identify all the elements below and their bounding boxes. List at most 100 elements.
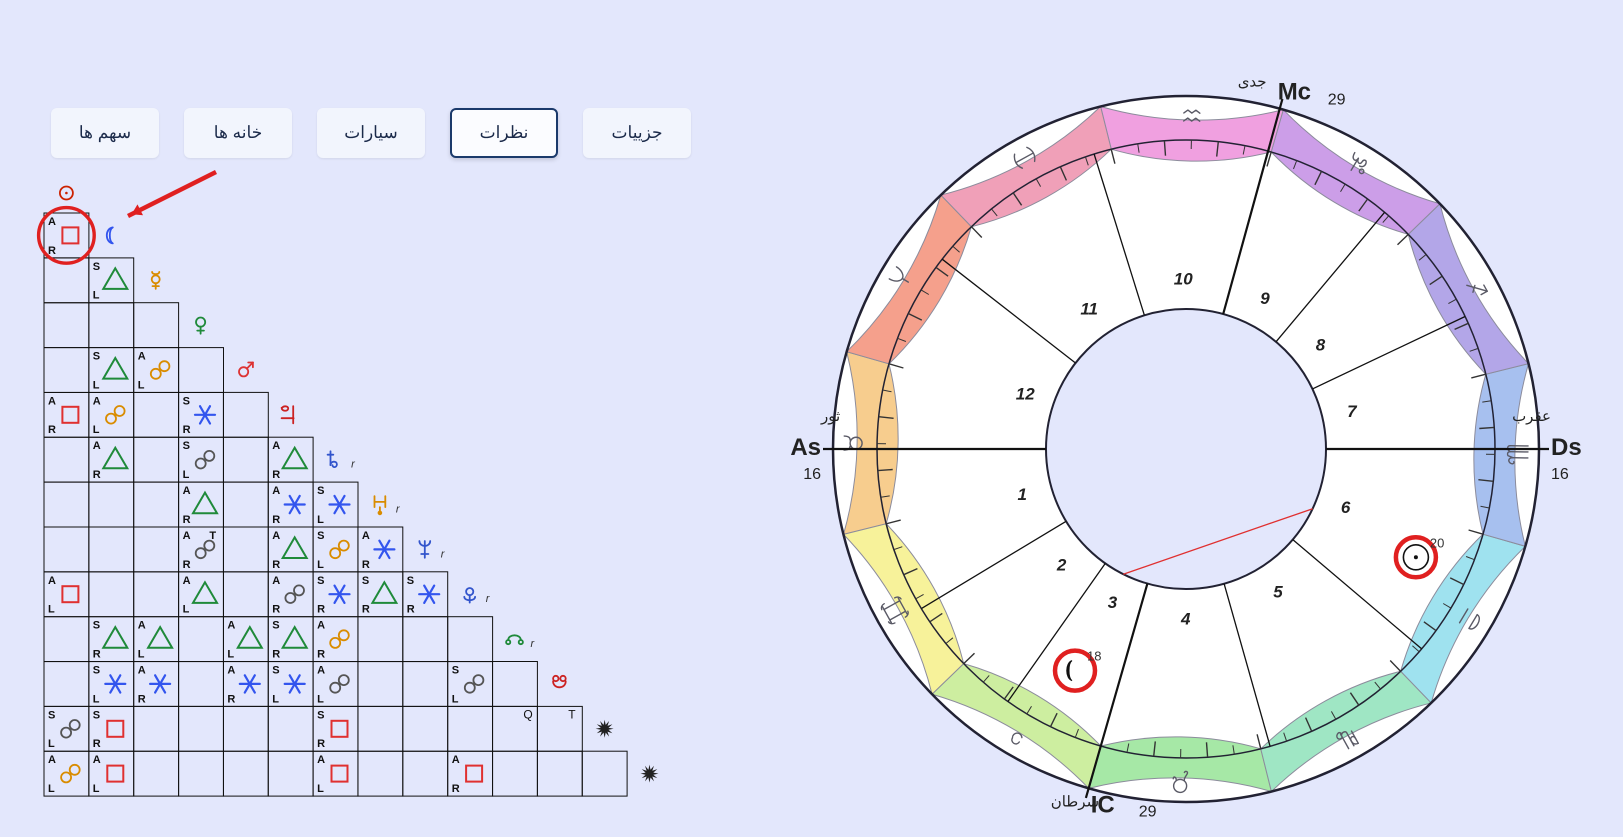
svg-text:R: R	[272, 559, 280, 571]
svg-text:4: 4	[1180, 610, 1191, 629]
svg-text:L: L	[48, 783, 55, 795]
svg-text:S: S	[93, 351, 100, 363]
svg-text:A: A	[272, 440, 280, 452]
svg-text:A: A	[183, 575, 191, 587]
svg-text:R: R	[317, 738, 325, 750]
svg-text:S: S	[272, 665, 279, 677]
svg-text:r: r	[351, 459, 356, 471]
svg-text:ثور: ثور	[820, 408, 840, 425]
svg-text:L: L	[48, 738, 55, 750]
svg-text:T: T	[568, 707, 576, 721]
svg-text:R: R	[183, 559, 191, 571]
svg-text:A: A	[93, 440, 101, 452]
svg-text:R: R	[317, 604, 325, 616]
svg-text:A: A	[138, 620, 146, 632]
svg-text:r: r	[486, 593, 491, 605]
svg-text:S: S	[317, 530, 324, 542]
svg-text:A: A	[48, 216, 56, 228]
svg-text:L: L	[452, 693, 459, 705]
svg-text:r: r	[531, 638, 536, 650]
svg-text:1: 1	[1017, 485, 1026, 504]
svg-text:S: S	[452, 665, 459, 677]
svg-text:29: 29	[1328, 92, 1346, 109]
svg-text:Ds: Ds	[1551, 434, 1582, 461]
svg-text:R: R	[317, 649, 325, 661]
svg-text:R: R	[362, 559, 370, 571]
svg-text:L: L	[272, 693, 279, 705]
svg-text:R: R	[183, 424, 191, 436]
svg-text:L: L	[317, 559, 324, 571]
svg-text:R: R	[183, 514, 191, 526]
svg-text:A: A	[227, 620, 235, 632]
svg-text:A: A	[183, 485, 191, 497]
svg-text:R: R	[48, 424, 56, 436]
svg-text:L: L	[93, 379, 100, 391]
svg-text:A: A	[227, 665, 235, 677]
svg-text:Q: Q	[523, 707, 532, 721]
svg-text:S: S	[93, 620, 100, 632]
svg-text:جدی: جدی	[1238, 74, 1267, 91]
svg-text:2: 2	[1056, 555, 1067, 574]
svg-text:A: A	[452, 754, 460, 766]
svg-text:S: S	[362, 575, 369, 587]
svg-text:As: As	[790, 434, 821, 461]
svg-text:S: S	[93, 665, 100, 677]
svg-text:A: A	[272, 530, 280, 542]
svg-text:16: 16	[803, 466, 821, 483]
svg-text:R: R	[93, 738, 101, 750]
svg-text:R: R	[138, 693, 146, 705]
svg-text:r: r	[396, 504, 401, 516]
svg-text:L: L	[138, 379, 145, 391]
svg-text:A: A	[48, 754, 56, 766]
svg-text:R: R	[362, 604, 370, 616]
svg-text:29: 29	[1139, 803, 1157, 820]
svg-text:R: R	[93, 469, 101, 481]
svg-text:18: 18	[1087, 649, 1101, 664]
svg-text:A: A	[317, 665, 325, 677]
svg-text:R: R	[272, 469, 280, 481]
svg-text:S: S	[183, 440, 190, 452]
svg-text:A: A	[272, 575, 280, 587]
svg-text:Mc: Mc	[1278, 79, 1311, 106]
svg-text:A: A	[48, 575, 56, 587]
svg-text:A: A	[93, 754, 101, 766]
svg-text:R: R	[227, 693, 235, 705]
svg-text:R: R	[407, 604, 415, 616]
svg-text:8: 8	[1316, 336, 1326, 355]
svg-text:9: 9	[1260, 289, 1270, 308]
svg-text:S: S	[272, 620, 279, 632]
svg-text:A: A	[272, 485, 280, 497]
svg-text:A: A	[48, 395, 56, 407]
svg-text:20: 20	[1430, 535, 1444, 550]
svg-text:S: S	[407, 575, 414, 587]
svg-text:L: L	[183, 604, 190, 616]
svg-text:3: 3	[1108, 593, 1118, 612]
svg-text:L: L	[317, 693, 324, 705]
svg-text:R: R	[272, 604, 280, 616]
svg-text:S: S	[183, 395, 190, 407]
svg-text:IC: IC	[1091, 791, 1115, 818]
svg-text:T: T	[209, 530, 216, 542]
svg-text:R: R	[452, 783, 460, 795]
svg-text:16: 16	[1551, 466, 1569, 483]
svg-text:L: L	[48, 604, 55, 616]
svg-text:A: A	[317, 754, 325, 766]
svg-text:L: L	[317, 783, 324, 795]
svg-text:L: L	[138, 649, 145, 661]
svg-text:A: A	[138, 665, 146, 677]
svg-text:10: 10	[1174, 270, 1193, 289]
svg-text:S: S	[48, 709, 55, 721]
svg-text:5: 5	[1273, 583, 1283, 602]
svg-text:L: L	[93, 693, 100, 705]
svg-text:L: L	[227, 649, 234, 661]
svg-text:S: S	[93, 709, 100, 721]
svg-text:S: S	[317, 485, 324, 497]
svg-text:11: 11	[1080, 300, 1098, 319]
svg-text:R: R	[93, 649, 101, 661]
svg-text:R: R	[272, 514, 280, 526]
svg-text:L: L	[93, 783, 100, 795]
svg-text:S: S	[317, 709, 324, 721]
svg-text:L: L	[93, 290, 100, 302]
svg-text:L: L	[183, 469, 190, 481]
svg-text:S: S	[317, 575, 324, 587]
